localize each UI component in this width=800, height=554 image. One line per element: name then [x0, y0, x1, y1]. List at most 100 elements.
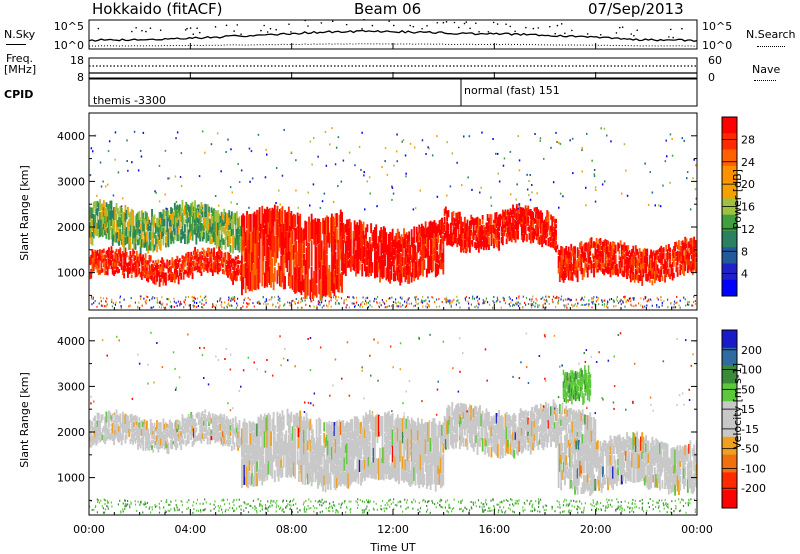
heatmap-cell: [270, 431, 272, 447]
heatmap-cell: [251, 231, 253, 253]
heatmap-cell: [562, 416, 565, 431]
heatmap-cell: [543, 406, 546, 420]
heatmap-cell: [536, 436, 538, 446]
heatmap-cell: [211, 421, 214, 427]
heatmap-cell: [576, 412, 579, 420]
heatmap-cell: [671, 274, 674, 281]
heatmap-cell: [392, 301, 395, 304]
heatmap-cell: [404, 438, 407, 451]
heatmap-cell: [518, 295, 520, 298]
y-tick-label: 4000: [57, 130, 85, 143]
heatmap-cell: [598, 262, 601, 270]
noise-dot: [275, 28, 277, 31]
heatmap-cell: [548, 296, 550, 298]
heatmap-cell: [669, 252, 671, 259]
heatmap-cell: [234, 297, 236, 300]
heatmap-cell: [229, 245, 232, 253]
heatmap-cell: [210, 143, 213, 146]
heatmap-cell: [173, 428, 176, 436]
heatmap-cell: [190, 223, 193, 232]
heatmap-cell: [433, 418, 436, 442]
heatmap-cell: [108, 247, 110, 253]
heatmap-cell: [603, 127, 606, 130]
heatmap-cell: [526, 216, 528, 226]
heatmap-cell: [238, 420, 241, 426]
heatmap-cell: [242, 226, 245, 240]
heatmap-cell: [496, 217, 499, 227]
heatmap-cell: [115, 431, 118, 438]
heatmap-cell: [679, 245, 682, 252]
heatmap-cell: [546, 408, 549, 422]
heatmap-cell: [645, 249, 647, 256]
heatmap-cell: [128, 420, 131, 429]
heatmap-cell: [232, 222, 234, 229]
heatmap-cell: [163, 279, 166, 283]
heatmap-cell: [234, 266, 237, 270]
heatmap-cell: [633, 251, 636, 260]
heatmap-cell: [384, 306, 386, 309]
heatmap-cell: [135, 221, 138, 228]
noise-dot: [487, 30, 490, 33]
heatmap-cell: [219, 299, 221, 302]
heatmap-cell: [425, 268, 428, 278]
heatmap-cell: [380, 264, 383, 278]
heatmap-cell: [394, 431, 397, 445]
heatmap-cell: [480, 413, 483, 427]
heatmap-cell: [147, 437, 150, 444]
heatmap-cell: [315, 234, 318, 247]
heatmap-cell: [581, 170, 583, 173]
heatmap-cell: [265, 235, 267, 261]
heatmap-cell: [190, 262, 193, 267]
heatmap-cell: [95, 439, 98, 446]
heatmap-cell: [531, 407, 533, 421]
heatmap-cell: [137, 438, 139, 444]
heatmap-cell: [641, 252, 644, 264]
heatmap-cell: [108, 258, 110, 264]
heatmap-cell: [514, 431, 517, 440]
heatmap-cell: [461, 184, 463, 187]
heatmap-cell: [661, 259, 664, 266]
heatmap-cell: [381, 254, 384, 268]
heatmap-cell: [379, 256, 381, 270]
heatmap-cell: [653, 271, 656, 278]
heatmap-cell: [415, 226, 418, 235]
heatmap-cell: [138, 253, 141, 262]
heatmap-cell: [455, 426, 457, 434]
heatmap-cell: [209, 263, 212, 267]
heatmap-cell: [125, 424, 128, 431]
heatmap-cell: [469, 220, 471, 231]
heatmap-cell: [167, 274, 170, 281]
heatmap-cell: [584, 242, 587, 252]
heatmap-cell: [413, 451, 416, 468]
heatmap-cell: [323, 454, 326, 466]
heatmap-cell: [671, 268, 674, 276]
heatmap-cell: [200, 255, 203, 261]
heatmap-cell: [529, 231, 532, 244]
heatmap-cell: [177, 275, 180, 285]
heatmap-cell: [270, 446, 272, 462]
heatmap-cell: [111, 219, 114, 229]
heatmap-cell: [129, 414, 132, 420]
heatmap-cell: [360, 421, 362, 435]
heatmap-cell: [92, 431, 95, 436]
heatmap-cell: [232, 439, 234, 445]
heatmap-cell: [593, 175, 596, 178]
heatmap-cell: [222, 440, 224, 447]
heatmap-cell: [177, 433, 180, 439]
heatmap-cell: [97, 253, 100, 261]
heatmap-cell: [210, 232, 213, 238]
heatmap-cell: [166, 438, 169, 443]
heatmap-cell: [149, 255, 152, 262]
heatmap-cell: [438, 298, 440, 301]
heatmap-cell: [380, 458, 383, 480]
heatmap-cell: [309, 279, 312, 300]
heatmap-cell: [216, 433, 219, 437]
heatmap-cell: [596, 268, 599, 273]
heatmap-cell: [368, 261, 371, 274]
heatmap-cell: [547, 419, 550, 429]
heatmap-cell: [221, 301, 223, 304]
heatmap-cell: [689, 249, 692, 256]
heatmap-cell: [289, 277, 291, 289]
heatmap-cell: [304, 299, 306, 302]
heatmap-cell: [553, 409, 556, 415]
